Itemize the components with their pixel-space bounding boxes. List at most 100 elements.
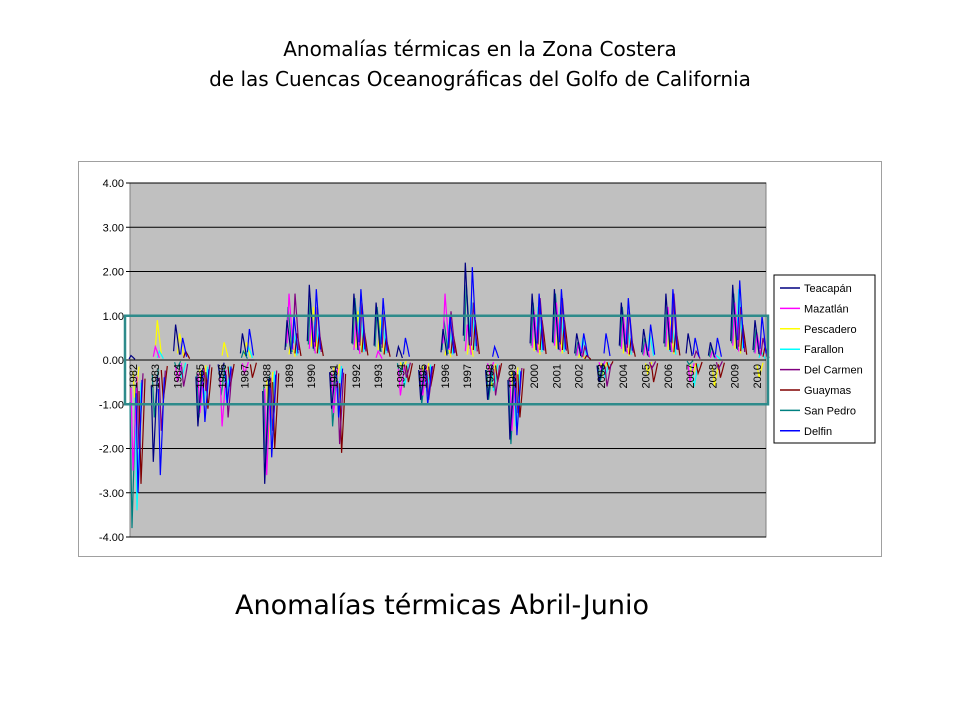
series-line-delfin: [714, 337, 722, 357]
x-tick-label: 2000: [529, 364, 541, 388]
series-line-san-pedro: [486, 365, 494, 400]
x-tick-label: 1985: [195, 364, 207, 388]
series-line-delfin: [425, 366, 433, 405]
slide-title-line1: Anomalías térmicas en la Zona Costera: [283, 37, 677, 61]
series-line-guaymas: [651, 363, 659, 383]
legend-label: Mazatlán: [804, 303, 849, 315]
x-tick-label: 1988: [262, 364, 274, 388]
series-line-delfin: [202, 369, 210, 423]
series-line-del-carmen: [715, 361, 723, 371]
series-line-guaymas: [249, 362, 257, 378]
series-line-teacap-n: [373, 302, 381, 352]
series-line-del-carmen: [671, 293, 679, 351]
series-line-delfin: [447, 315, 455, 354]
x-tick-label: 1993: [373, 364, 385, 388]
x-tick-label: 2002: [574, 364, 586, 388]
y-tick-label: 0.00: [103, 355, 124, 367]
series-line-delfin: [180, 337, 188, 357]
chart-caption: Anomalías térmicas Abril-Junio: [235, 590, 649, 621]
slide-title-line2: de las Cuencas Oceanográficas del Golfo …: [209, 67, 751, 91]
x-tick-label: 1990: [306, 364, 318, 388]
series-line-guaymas: [428, 363, 436, 387]
series-line-delfin: [135, 379, 143, 493]
x-tick-label: 1982: [128, 364, 140, 388]
legend-label: Guaymas: [804, 385, 852, 397]
series-line-teacap-n: [462, 262, 470, 346]
legend-label: Farallon: [804, 344, 844, 356]
series-line-teacap-n: [128, 354, 136, 360]
series-line-guaymas: [695, 361, 703, 376]
series-line-delfin: [291, 315, 299, 354]
legend-label: Del Carmen: [804, 365, 863, 377]
series-line-teacap-n: [217, 362, 225, 378]
series-line-guaymas: [183, 349, 191, 359]
series-line-delfin: [625, 298, 633, 351]
slide-title: Anomalías térmicas en la Zona Costera de…: [0, 34, 960, 94]
series-line-mazatl-n: [241, 361, 249, 376]
series-line-teacap-n: [284, 320, 292, 355]
y-tick-label: 1.00: [103, 311, 124, 323]
x-tick-label: 2005: [640, 364, 652, 388]
series-line-guaymas: [717, 362, 725, 378]
x-tick-label: 2008: [707, 364, 719, 388]
series-line-teacap-n: [418, 365, 426, 400]
x-tick-label: 2006: [663, 364, 675, 388]
series-line-pescadero: [711, 363, 719, 387]
series-line-delfin: [246, 328, 254, 356]
x-tick-label: 1986: [217, 364, 229, 388]
y-tick-label: -1.00: [99, 399, 124, 411]
x-tick-label: 1995: [418, 364, 430, 388]
series-line-guaymas: [740, 324, 748, 355]
x-tick-label: 1984: [172, 364, 184, 388]
x-tick-label: 1998: [484, 364, 496, 388]
x-tick-label: 2004: [618, 364, 630, 388]
chart-frame: 4.00 3.00 2.00 1.00 0.00 -1.00 -2.00 -3.00 -4.00…: [78, 161, 882, 557]
x-tick-label: 2009: [730, 364, 742, 388]
series-line-del-carmen: [448, 311, 456, 353]
series-line-teacap-n: [440, 328, 448, 356]
x-tick-label: 1989: [284, 364, 296, 388]
series-line-teacap-n: [306, 284, 314, 349]
series-line-delfin: [336, 368, 344, 418]
series-line-mazatl-n: [152, 344, 160, 359]
series-line-pescadero: [756, 362, 764, 378]
series-line-delfin: [536, 293, 544, 351]
series-line-del-carmen: [604, 363, 612, 387]
series-line-san-pedro: [240, 349, 248, 359]
series-line-mazatl-n: [397, 365, 405, 396]
x-tick-label: 2007: [685, 364, 697, 388]
series-line-del-carmen: [181, 363, 189, 387]
legend-label: Pescadero: [804, 324, 857, 336]
x-tick-label: 1994: [395, 364, 407, 388]
series-line-farallon: [580, 337, 588, 357]
series-line-delfin: [224, 366, 232, 405]
series-line-delfin: [648, 324, 656, 355]
series-line-del-carmen: [493, 365, 501, 396]
series-line-delfin: [402, 337, 410, 357]
series-line-guaymas: [539, 320, 547, 355]
anomaly-chart: 4.00 3.00 2.00 1.00 0.00 -1.00 -2.00 -3.00 -4.00…: [99, 178, 876, 544]
y-tick-label: -4.00: [99, 532, 124, 544]
series-line-delfin: [492, 344, 500, 359]
x-tick-label: 1999: [507, 364, 519, 388]
series-line-delfin: [514, 371, 522, 436]
x-tick-label: 1987: [239, 364, 251, 388]
series-line-mazatl-n: [286, 293, 294, 351]
series-line-mazatl-n: [375, 349, 383, 359]
series-line-san-pedro: [686, 360, 694, 366]
y-tick-label: 3.00: [103, 222, 124, 234]
series-line-pescadero: [154, 320, 162, 355]
series-line-teacap-n: [752, 320, 760, 355]
series-line-teacap-n: [351, 293, 359, 351]
y-tick-label: 4.00: [103, 178, 124, 190]
series-line-delfin: [737, 280, 745, 349]
series-line-teacap-n: [663, 293, 671, 351]
x-tick-label: 1983: [150, 364, 162, 388]
series-line-guaymas: [472, 320, 480, 355]
series-line-mazatl-n: [219, 369, 227, 427]
series-line-delfin: [380, 298, 388, 351]
x-tick-label: 1996: [440, 364, 452, 388]
series-line-teacap-n: [262, 378, 270, 484]
series-line-delfin: [581, 333, 589, 357]
series-line-teacap-n: [485, 365, 493, 400]
